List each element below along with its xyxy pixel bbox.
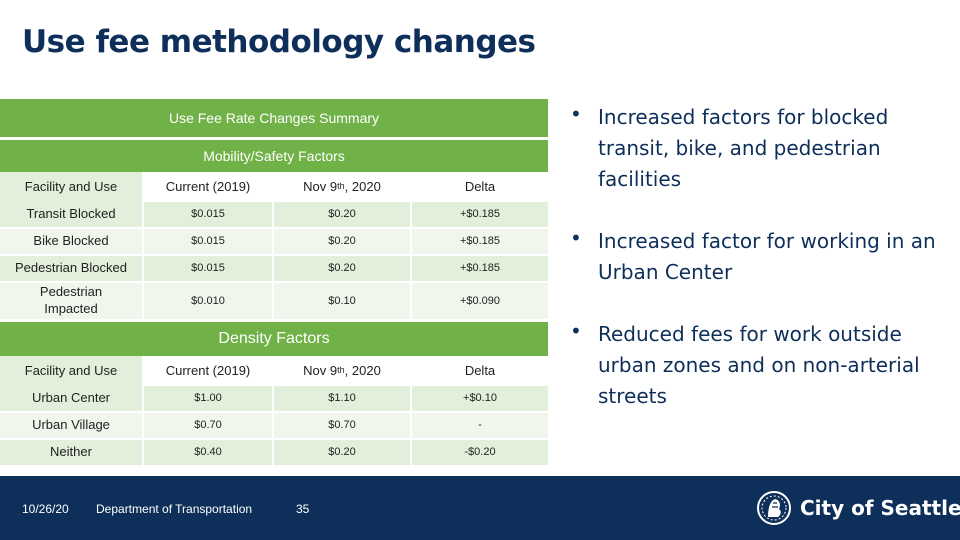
seattle-seal-icon xyxy=(757,491,791,525)
current-cell: $0.70 xyxy=(144,413,274,438)
density-section-title: Density Factors xyxy=(218,330,330,347)
nov-cell: $0.20 xyxy=(274,202,412,227)
nov-cell: $0.20 xyxy=(274,229,412,254)
current-cell: $0.015 xyxy=(144,229,274,254)
table-row: Neither $0.40 $0.20 -$0.20 xyxy=(0,440,548,465)
delta-cell: +$0.185 xyxy=(412,229,548,254)
header-delta: Delta xyxy=(412,172,548,202)
table-row: Pedestrian Impacted $0.010 $0.10 +$0.090 xyxy=(0,283,548,319)
delta-cell: -$0.20 xyxy=(412,440,548,465)
mobility-section-title: Mobility/Safety Factors xyxy=(203,148,345,164)
facility-cell: Pedestrian Impacted xyxy=(0,283,144,319)
facility-cell: Urban Center xyxy=(0,386,144,411)
current-cell: $0.015 xyxy=(144,256,274,281)
bullet-symbol: • xyxy=(570,226,582,250)
current-cell: $0.010 xyxy=(144,283,274,319)
nov-cell: $0.10 xyxy=(274,283,412,319)
footer-bar: 10/26/20 Department of Transportation 35… xyxy=(0,476,960,540)
table-row: Transit Blocked $0.015 $0.20 +$0.185 xyxy=(0,202,548,227)
bullet-symbol: • xyxy=(570,319,582,343)
logo-text: City of Seattle xyxy=(800,496,960,520)
nov-cell: $0.20 xyxy=(274,256,412,281)
facility-cell: Pedestrian Blocked xyxy=(0,256,144,281)
header-current: Current (2019) xyxy=(144,172,274,202)
table-row: Pedestrian Blocked $0.015 $0.20 +$0.185 xyxy=(0,256,548,281)
table-row: Urban Center $1.00 $1.10 +$0.10 xyxy=(0,386,548,411)
current-cell: $1.00 xyxy=(144,386,274,411)
current-cell: $0.015 xyxy=(144,202,274,227)
density-section-bar: Density Factors xyxy=(0,322,548,356)
table-row: Bike Blocked $0.015 $0.20 +$0.185 xyxy=(0,229,548,254)
bullet-text: Reduced fees for work outside urban zone… xyxy=(598,322,920,408)
bullet-symbol: • xyxy=(570,102,582,126)
bullet-text: Increased factor for working in an Urban… xyxy=(598,229,936,284)
current-cell: $0.40 xyxy=(144,440,274,465)
bullet-item: • Reduced fees for work outside urban zo… xyxy=(570,319,950,412)
delta-cell: +$0.185 xyxy=(412,256,548,281)
slide-title: Use fee methodology changes xyxy=(22,24,536,60)
delta-cell: +$0.090 xyxy=(412,283,548,319)
summary-title: Use Fee Rate Changes Summary xyxy=(168,110,380,126)
bullet-text: Increased factors for blocked transit, b… xyxy=(598,105,889,191)
facility-cell: Neither xyxy=(0,440,144,465)
facility-cell: Transit Blocked xyxy=(0,202,144,227)
mobility-section-bar: Mobility/Safety Factors xyxy=(0,140,548,172)
header-delta: Delta xyxy=(412,356,548,386)
page-number: 35 xyxy=(296,502,310,516)
city-logo: City of Seattle xyxy=(756,490,960,526)
header-facility: Facility and Use xyxy=(0,356,144,386)
nov-cell: $0.70 xyxy=(274,413,412,438)
footer-department: Department of Transportation xyxy=(96,502,253,516)
table-row: Urban Village $0.70 $0.70 - xyxy=(0,413,548,438)
summary-title-bar: Use Fee Rate Changes Summary xyxy=(0,99,548,137)
footer-date: 10/26/20 xyxy=(22,502,69,516)
header-facility: Facility and Use xyxy=(0,172,144,202)
bullet-item: • Increased factor for working in an Urb… xyxy=(570,226,950,288)
nov-cell: $0.20 xyxy=(274,440,412,465)
facility-cell: Bike Blocked xyxy=(0,229,144,254)
delta-cell: +$0.10 xyxy=(412,386,548,411)
header-current: Current (2019) xyxy=(144,356,274,386)
facility-cell: Urban Village xyxy=(0,413,144,438)
delta-cell: - xyxy=(412,413,548,438)
delta-cell: +$0.185 xyxy=(412,202,548,227)
nov-cell: $1.10 xyxy=(274,386,412,411)
bullet-item: • Increased factors for blocked transit,… xyxy=(570,102,950,195)
